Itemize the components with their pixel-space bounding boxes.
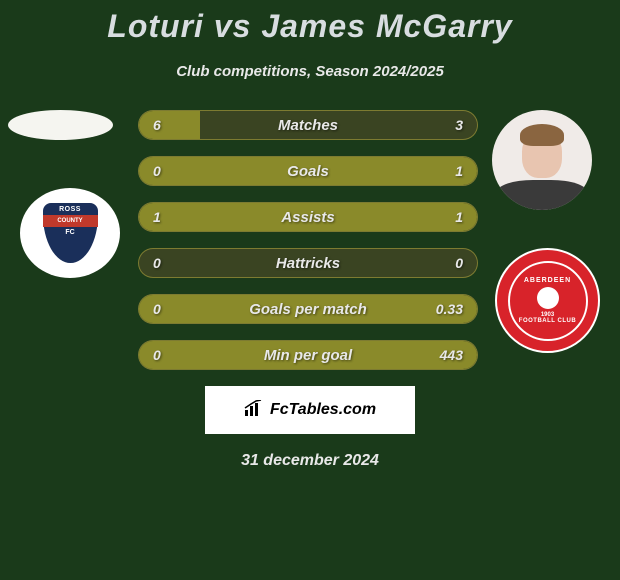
- stat-value-left: 0: [153, 163, 161, 179]
- stat-value-right: 1: [455, 209, 463, 225]
- content-area: ROSS COUNTY FC ABERDEEN 1903 FOOTBALL CL…: [0, 110, 620, 370]
- stats-container: 6 Matches 3 0 Goals 1 1 Assists 1 0 Hattricks 0 0 Goa…: [138, 110, 478, 370]
- club-right-ball-icon: [537, 287, 559, 309]
- stat-value-right: 443: [440, 347, 463, 363]
- stat-value-right: 1: [455, 163, 463, 179]
- chart-icon: [244, 400, 264, 421]
- stat-row: 0 Hattricks 0: [138, 248, 478, 278]
- club-left-shield: ROSS COUNTY FC: [43, 203, 98, 263]
- avatar-body: [497, 180, 587, 210]
- comparison-title: Loturi vs James McGarry: [0, 0, 620, 45]
- stat-value-left: 0: [153, 347, 161, 363]
- stat-fill-left: [139, 111, 200, 139]
- stat-label: Hattricks: [276, 255, 340, 272]
- club-right-inner: ABERDEEN 1903 FOOTBALL CLUB: [508, 261, 588, 341]
- stat-value-left: 0: [153, 255, 161, 271]
- club-right-bottom: FOOTBALL CLUB: [519, 318, 576, 324]
- stat-row: 0 Goals 1: [138, 156, 478, 186]
- comparison-date: 31 december 2024: [0, 452, 620, 470]
- club-left-name: ROSS: [59, 206, 81, 213]
- stat-label: Min per goal: [264, 347, 352, 364]
- stat-value-left: 1: [153, 209, 161, 225]
- club-left-badge: ROSS COUNTY FC: [20, 188, 120, 278]
- player-right-avatar: [492, 110, 592, 210]
- stat-label: Goals: [287, 163, 329, 180]
- club-left-sub: COUNTY: [43, 215, 98, 227]
- stat-label: Matches: [278, 117, 338, 134]
- stat-value-left: 6: [153, 117, 161, 133]
- stat-row: 0 Goals per match 0.33: [138, 294, 478, 324]
- comparison-subtitle: Club competitions, Season 2024/2025: [0, 63, 620, 80]
- club-right-top: ABERDEEN: [524, 277, 571, 284]
- stat-label: Goals per match: [249, 301, 367, 318]
- fctables-logo[interactable]: FcTables.com: [205, 386, 415, 434]
- avatar-head: [522, 130, 562, 178]
- stat-row: 6 Matches 3: [138, 110, 478, 140]
- stat-label: Assists: [281, 209, 334, 226]
- stat-value-right: 0: [455, 255, 463, 271]
- stat-value-right: 3: [455, 117, 463, 133]
- club-left-fc: FC: [65, 229, 74, 236]
- stat-row: 0 Min per goal 443: [138, 340, 478, 370]
- stat-value-right: 0.33: [436, 301, 463, 317]
- player-left-avatar: [8, 110, 113, 140]
- club-right-badge: ABERDEEN 1903 FOOTBALL CLUB: [495, 248, 600, 353]
- stat-value-left: 0: [153, 301, 161, 317]
- fctables-text: FcTables.com: [270, 401, 376, 419]
- stat-row: 1 Assists 1: [138, 202, 478, 232]
